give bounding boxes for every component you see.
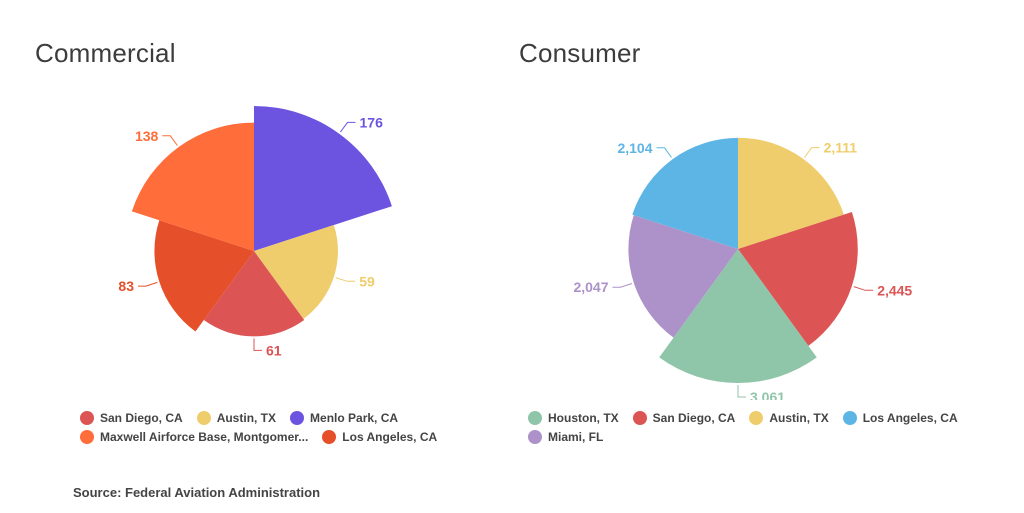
legend-label: Austin, TX [769, 410, 829, 425]
commercial-polar-chart: 176 59 61 83 138 [118, 106, 392, 358]
consumer-legend-item-austin-tx[interactable]: Austin, TX [749, 409, 829, 426]
chart-title-consumer: Consumer [519, 38, 641, 68]
consumer-data-label-los-angeles-ca: 2,104 [617, 140, 652, 156]
legend-swatch [290, 410, 305, 425]
legend-swatch [528, 429, 542, 444]
legend-label: Miami, FL [548, 429, 604, 444]
commercial-slice-menlo-park-ca [254, 106, 392, 251]
consumer-data-label-san-diego-ca: 2,445 [877, 282, 912, 298]
consumer-polar-chart: 2,111 2,445 3,061 2,047 2,104 [573, 137, 912, 400]
consumer-legend-item-san-diego-ca[interactable]: San Diego, CA [632, 409, 736, 426]
legend-swatch [528, 410, 542, 425]
consumer-leader-san-diego-ca [853, 286, 874, 291]
legend-swatch [196, 410, 211, 425]
legend-label: Austin, TX [216, 410, 277, 425]
consumer-legend-item-houston-tx[interactable]: Houston, TX [528, 409, 619, 426]
commercial-data-label-san-diego-ca: 61 [266, 342, 282, 358]
legend-label: San Diego, CA [652, 410, 736, 425]
commercial-leader-maxwell-airforce-base-montgomer [162, 135, 178, 146]
consumer-legend: Houston, TX San Diego, CA Austin, TX Los An… [528, 409, 968, 445]
consumer-leader-austin-tx [804, 147, 820, 158]
consumer-leader-houston-tx [737, 385, 746, 398]
commercial-legend-item-los-angeles-ca[interactable]: Los Angeles, CA [322, 428, 437, 445]
legend-label: Los Angeles, CA [862, 410, 958, 425]
consumer-slice-san-diego-ca [738, 211, 858, 346]
commercial-leader-menlo-park-ca [339, 121, 356, 133]
source-note: Source: Federal Aviation Administration [73, 485, 321, 500]
commercial-slice-san-diego-ca [203, 251, 305, 337]
consumer-legend-item-los-angeles-ca[interactable]: Los Angeles, CA [842, 409, 958, 426]
commercial-leader-austin-tx [335, 277, 356, 282]
commercial-legend-item-austin-tx[interactable]: Austin, TX [196, 409, 277, 426]
consumer-slice-miami-fl [628, 215, 738, 338]
legend-swatch [632, 410, 647, 425]
legend-label: Los Angeles, CA [342, 429, 438, 444]
commercial-legend-item-san-diego-ca[interactable]: San Diego, CA [80, 409, 183, 426]
consumer-data-label-miami-fl: 2,047 [573, 279, 608, 295]
consumer-data-label-houston-tx: 3,061 [750, 389, 785, 400]
commercial-data-label-austin-tx: 59 [359, 273, 375, 289]
commercial-leader-san-diego-ca [253, 338, 262, 351]
commercial-legend-item-maxwell-airforce-base-montgomer[interactable]: Maxwell Airforce Base, Montgomer... [80, 428, 308, 445]
commercial-leader-los-angeles-ca [138, 281, 158, 287]
commercial-data-label-menlo-park-ca: 176 [360, 114, 384, 130]
consumer-data-label-austin-tx: 2,111 [824, 140, 858, 156]
legend-swatch [749, 410, 764, 425]
commercial-legend: San Diego, CA Austin, TX Menlo Park, CA Max… [80, 409, 460, 445]
chart-title-commercial: Commercial [35, 38, 176, 68]
legend-label: San Diego, CA [100, 410, 183, 425]
commercial-data-label-los-angeles-ca: 83 [118, 278, 134, 294]
commercial-data-label-maxwell-airforce-base-montgomer: 138 [135, 128, 159, 144]
legend-swatch [842, 410, 857, 425]
legend-label: Houston, TX [548, 410, 619, 425]
legend-swatch [322, 429, 337, 444]
consumer-slice-austin-tx [738, 137, 844, 249]
consumer-legend-item-miami-fl[interactable]: Miami, FL [528, 428, 603, 445]
consumer-leader-los-angeles-ca [656, 147, 672, 158]
commercial-slice-austin-tx [254, 225, 338, 319]
legend-label: Menlo Park, CA [310, 410, 399, 425]
consumer-leader-miami-fl [612, 283, 633, 288]
commercial-legend-item-menlo-park-ca[interactable]: Menlo Park, CA [290, 409, 398, 426]
legend-swatch [80, 429, 94, 444]
commercial-slice-maxwell-airforce-base-montgomer [131, 122, 254, 251]
commercial-slice-los-angeles-ca [154, 220, 254, 332]
legend-swatch [80, 410, 94, 425]
consumer-slice-los-angeles-ca [632, 137, 738, 249]
consumer-slice-houston-tx [659, 249, 817, 383]
legend-label: Maxwell Airforce Base, Montgomer... [100, 429, 309, 444]
